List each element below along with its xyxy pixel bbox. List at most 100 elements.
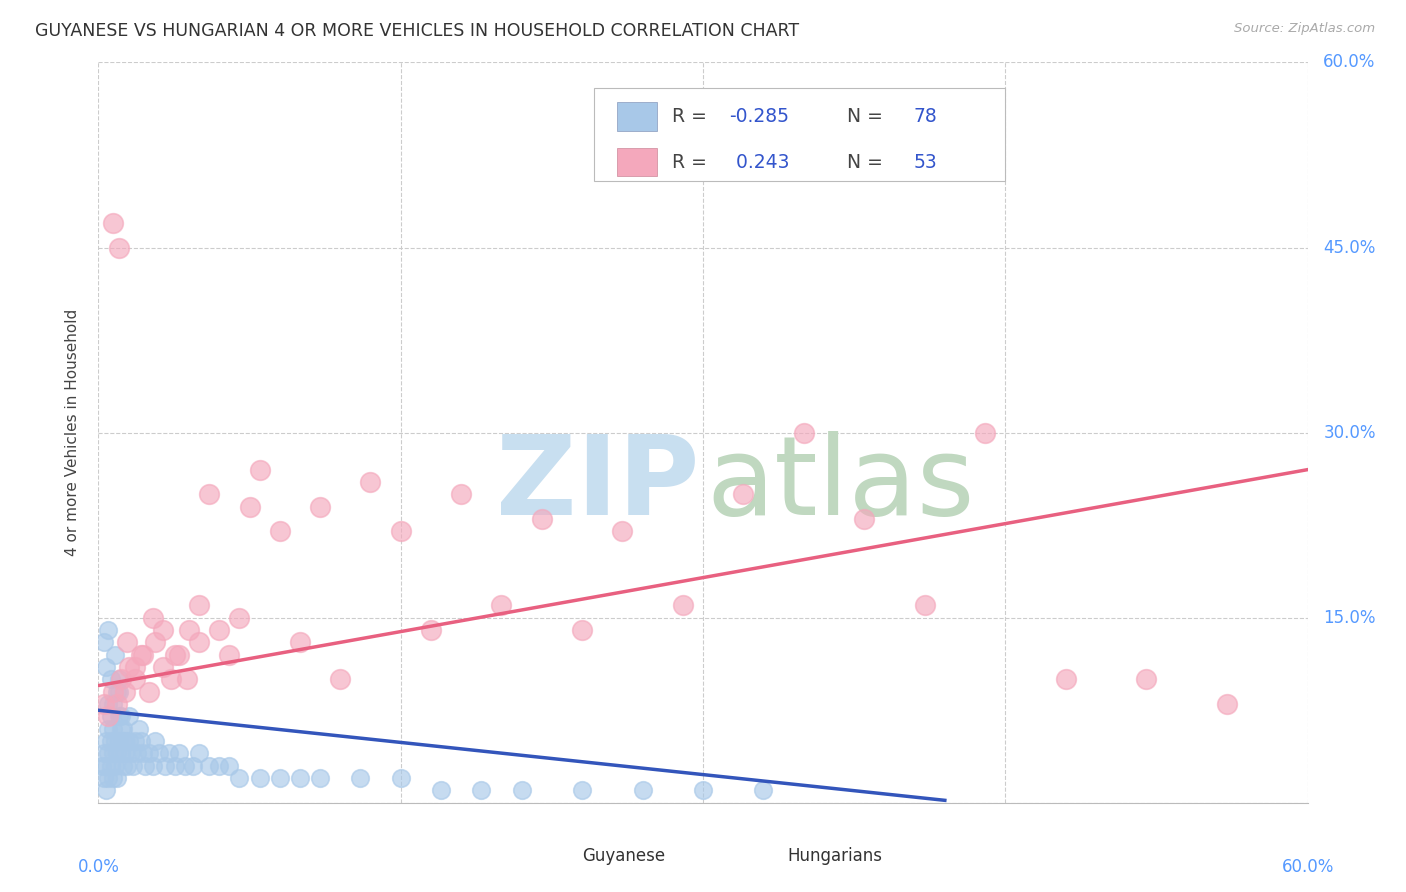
Point [1054,673,1077,687]
Point [793,425,815,440]
Point [1135,673,1157,687]
Point [134,758,156,772]
Point [93,697,115,711]
Point [100,734,122,748]
Point [138,685,160,699]
Point [329,673,352,687]
Point [853,512,876,526]
Point [101,697,124,711]
Point [752,783,775,797]
Point [114,734,136,748]
Point [120,747,142,761]
Point [101,747,124,761]
Point [121,758,143,772]
Point [143,734,166,748]
Point [138,747,160,761]
Point [176,673,198,687]
Point [97,697,120,711]
Point [188,747,211,761]
Point [228,771,250,785]
Point [124,734,146,748]
Point [129,734,152,748]
Text: 0.243: 0.243 [730,153,789,172]
Point [103,734,125,748]
Point [107,673,129,687]
Point [389,771,412,785]
Point [143,635,166,649]
Point [510,783,533,797]
Point [228,610,250,624]
Point [101,216,124,230]
Point [107,685,129,699]
Text: N =: N = [835,107,889,126]
Text: 78: 78 [914,107,938,126]
Text: 45.0%: 45.0% [1323,238,1375,257]
Point [114,685,136,699]
Text: 30.0%: 30.0% [1323,424,1376,442]
Point [93,771,115,785]
Point [96,758,118,772]
Point [491,599,513,613]
Point [111,758,134,772]
Text: 60.0%: 60.0% [1323,54,1375,71]
Text: -0.285: -0.285 [730,107,790,126]
FancyBboxPatch shape [595,88,1005,181]
Point [309,771,332,785]
Point [188,599,211,613]
Text: N =: N = [835,153,889,172]
Text: Source: ZipAtlas.com: Source: ZipAtlas.com [1234,22,1375,36]
Point [208,758,231,772]
Point [153,758,176,772]
Point [96,660,118,674]
Point [430,783,453,797]
Point [142,610,165,624]
Point [208,623,231,637]
Point [198,758,221,772]
Point [97,709,120,723]
Point [91,758,114,772]
Point [101,771,124,785]
Point [93,635,115,649]
Point [93,747,115,761]
Point [110,747,132,761]
Point [125,747,148,761]
Point [163,648,186,662]
Point [110,722,132,736]
Point [174,758,197,772]
Point [692,783,714,797]
Text: Hungarians: Hungarians [787,847,883,865]
Point [179,623,201,637]
Point [157,747,180,761]
Point [97,771,120,785]
Text: 53: 53 [914,153,938,172]
Y-axis label: 4 or more Vehicles in Household: 4 or more Vehicles in Household [65,309,80,557]
Point [218,648,240,662]
Point [107,240,129,255]
Point [571,783,593,797]
Point [218,758,240,772]
Text: 0.0%: 0.0% [77,858,120,876]
Text: ZIP: ZIP [496,431,699,538]
Point [269,771,291,785]
Text: R =: R = [672,107,713,126]
Point [239,500,262,514]
Point [132,747,155,761]
Point [105,747,128,761]
Point [249,771,271,785]
Text: Guyanese: Guyanese [582,847,665,865]
Text: GUYANESE VS HUNGARIAN 4 OR MORE VEHICLES IN HOUSEHOLD CORRELATION CHART: GUYANESE VS HUNGARIAN 4 OR MORE VEHICLES… [35,22,799,40]
Point [103,758,125,772]
Point [105,685,128,699]
Point [1216,697,1239,711]
Point [198,487,221,501]
Point [288,635,311,649]
Bar [617,148,657,177]
Point [96,783,118,797]
Point [152,623,174,637]
Point [571,623,593,637]
Point [142,758,165,772]
Point [97,747,120,761]
Point [111,722,134,736]
Point [148,747,170,761]
Point [110,673,132,687]
